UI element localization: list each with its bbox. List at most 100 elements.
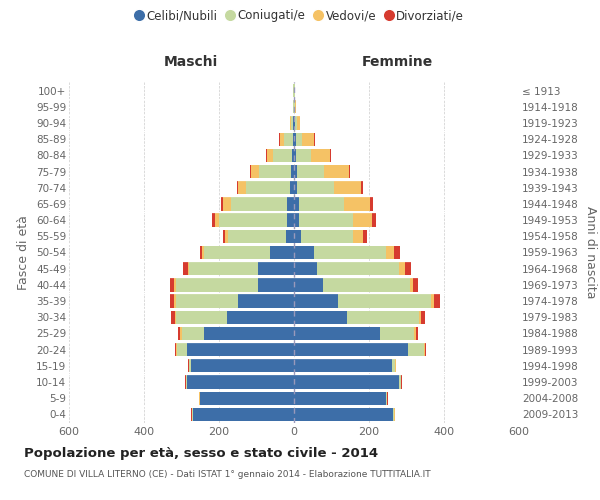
Bar [296, 165, 323, 178]
Bar [338, 294, 431, 308]
Bar [204, 327, 294, 340]
Bar [215, 214, 219, 227]
Bar [181, 327, 182, 340]
Bar [419, 310, 421, 324]
Text: COMUNE DI VILLA LITERNO (CE) - Dati ISTAT 1° gennaio 2014 - Elaborazione TUTTITA: COMUNE DI VILLA LITERNO (CE) - Dati ISTA… [24, 470, 431, 479]
Bar [386, 392, 387, 405]
Bar [178, 327, 181, 340]
Bar [231, 198, 287, 210]
Bar [296, 148, 311, 162]
Bar [175, 278, 176, 291]
Bar [294, 214, 299, 227]
Bar [290, 116, 292, 130]
Bar [259, 278, 294, 291]
Bar [200, 246, 202, 259]
Bar [294, 278, 323, 291]
Bar [250, 165, 251, 178]
Bar [176, 294, 238, 308]
Bar [280, 132, 284, 146]
Bar [330, 148, 331, 162]
Bar [212, 214, 215, 227]
Bar [237, 181, 238, 194]
Bar [170, 278, 175, 291]
Bar [189, 359, 191, 372]
Bar [259, 262, 294, 276]
Bar [353, 230, 363, 243]
Bar [399, 262, 405, 276]
Bar [299, 214, 353, 227]
Bar [287, 198, 294, 210]
Bar [353, 214, 372, 227]
Bar [297, 181, 334, 194]
Bar [247, 181, 290, 194]
Bar [294, 165, 296, 178]
Bar [349, 165, 350, 178]
Bar [317, 262, 399, 276]
Bar [175, 294, 176, 308]
Bar [392, 359, 395, 372]
Bar [187, 343, 294, 356]
Bar [193, 408, 294, 421]
Bar [294, 408, 394, 421]
Bar [380, 327, 414, 340]
Bar [204, 246, 269, 259]
Bar [294, 359, 392, 372]
Bar [269, 246, 294, 259]
Bar [223, 198, 231, 210]
Bar [386, 246, 394, 259]
Bar [294, 132, 296, 146]
Bar [176, 343, 187, 356]
Bar [189, 262, 259, 276]
Bar [284, 132, 293, 146]
Bar [266, 148, 274, 162]
Bar [409, 343, 424, 356]
Bar [251, 165, 259, 178]
Bar [347, 310, 419, 324]
Bar [170, 294, 175, 308]
Bar [323, 278, 409, 291]
Bar [294, 262, 317, 276]
Bar [175, 310, 176, 324]
Bar [372, 214, 376, 227]
Bar [294, 343, 409, 356]
Bar [182, 327, 204, 340]
Bar [302, 132, 314, 146]
Bar [361, 181, 363, 194]
Bar [301, 230, 353, 243]
Bar [187, 262, 189, 276]
Bar [259, 165, 291, 178]
Bar [293, 116, 294, 130]
Bar [175, 343, 176, 356]
Bar [200, 392, 294, 405]
Bar [294, 327, 380, 340]
Bar [433, 294, 439, 308]
Bar [399, 376, 401, 388]
Bar [295, 100, 296, 114]
Text: Femmine: Femmine [362, 55, 433, 69]
Bar [293, 132, 294, 146]
Text: Maschi: Maschi [163, 55, 218, 69]
Bar [172, 310, 175, 324]
Bar [424, 343, 425, 356]
Bar [192, 408, 193, 421]
Bar [294, 392, 386, 405]
Bar [227, 310, 294, 324]
Bar [183, 262, 187, 276]
Bar [226, 230, 227, 243]
Bar [219, 214, 287, 227]
Bar [344, 198, 370, 210]
Bar [191, 359, 294, 372]
Bar [394, 246, 400, 259]
Bar [294, 376, 399, 388]
Bar [294, 181, 297, 194]
Bar [405, 262, 411, 276]
Bar [294, 246, 314, 259]
Bar [186, 376, 187, 388]
Bar [370, 198, 373, 210]
Bar [415, 327, 418, 340]
Bar [227, 230, 286, 243]
Bar [187, 376, 294, 388]
Bar [238, 181, 247, 194]
Bar [295, 116, 297, 130]
Bar [238, 294, 294, 308]
